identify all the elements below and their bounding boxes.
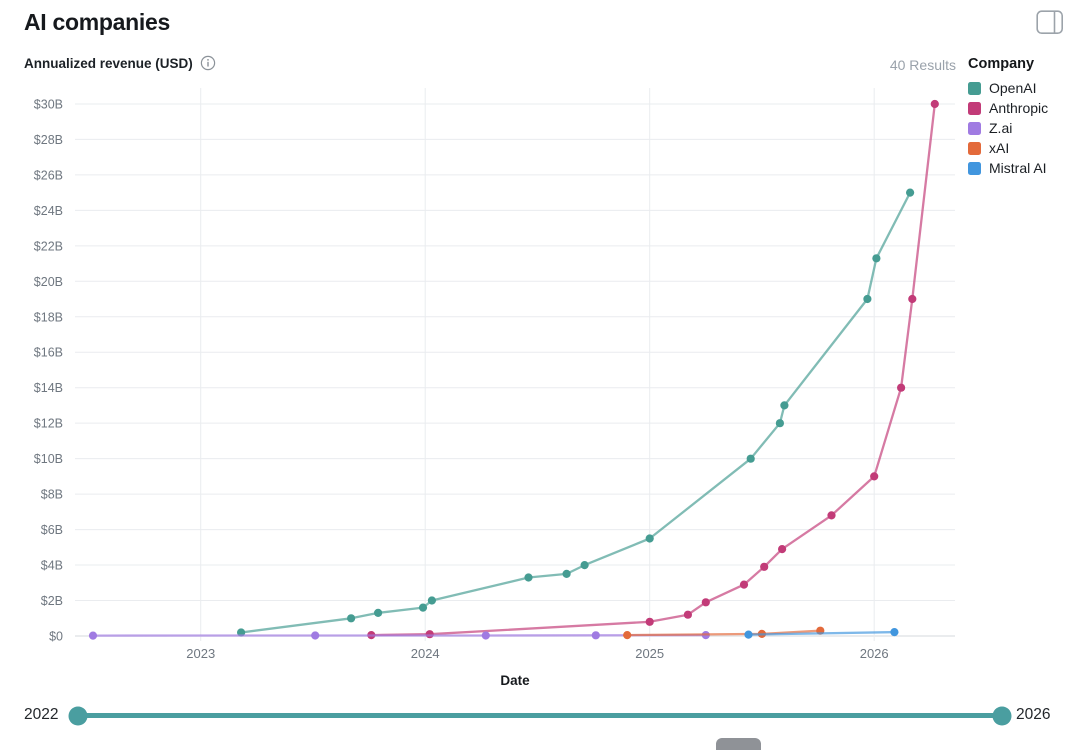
data-point-Anthropic[interactable]	[908, 294, 917, 304]
info-icon[interactable]	[200, 55, 216, 71]
data-point-OpenAI[interactable]	[524, 573, 533, 582]
data-point-Anthropic[interactable]	[778, 545, 787, 554]
legend-item-xai[interactable]: xAI	[968, 141, 1048, 155]
legend-label: xAI	[989, 140, 1010, 156]
data-point-Z.ai[interactable]	[88, 631, 98, 640]
y-tick-label: $6B	[41, 523, 63, 537]
data-point-OpenAI[interactable]	[775, 419, 785, 428]
data-point-OpenAI[interactable]	[906, 188, 915, 197]
legend-label: Anthropic	[989, 100, 1049, 116]
legend-swatch-icon	[968, 101, 981, 115]
legend-item-anthropic[interactable]: Anthropic	[968, 101, 1048, 115]
series-line-OpenAI	[239, 191, 912, 634]
slider-handle-left[interactable]	[68, 706, 88, 725]
data-point-Anthropic[interactable]	[870, 472, 879, 481]
data-point-OpenAI[interactable]	[562, 569, 571, 579]
slider-handle-right[interactable]	[992, 706, 1012, 725]
y-tick-label: $12B	[34, 417, 63, 431]
data-point-OpenAI[interactable]	[427, 596, 436, 605]
data-point-OpenAI[interactable]	[872, 254, 881, 263]
data-point-Anthropic[interactable]	[760, 562, 769, 571]
series-line-Z.ai	[91, 633, 707, 637]
y-tick-label: $22B	[34, 239, 63, 253]
x-tick-label: 2024	[411, 646, 440, 661]
data-point-Mistral AI[interactable]	[744, 630, 753, 639]
slider-max-label: 2026	[1016, 706, 1051, 723]
slider-min-label: 2022	[24, 706, 59, 723]
y-tick-label: $30B	[34, 97, 63, 111]
y-tick-label: $14B	[34, 381, 63, 395]
x-tick-label: 2025	[635, 646, 664, 661]
y-tick-label: $28B	[34, 133, 63, 147]
legend-item-z-ai[interactable]: Z.ai	[968, 121, 1048, 135]
series-line-Anthropic	[370, 102, 936, 637]
legend-swatch-icon	[968, 141, 981, 155]
legend-item-mistral-ai[interactable]: Mistral AI	[968, 161, 1048, 175]
legend-title: Company	[968, 56, 1035, 72]
data-point-Anthropic[interactable]	[645, 617, 654, 626]
legend: OpenAI Anthropic Z.ai xAI Mistral AI	[968, 81, 1048, 175]
data-point-xAI[interactable]	[623, 631, 632, 640]
data-point-OpenAI[interactable]	[418, 603, 428, 612]
data-point-OpenAI[interactable]	[374, 608, 383, 618]
date-range-slider[interactable]	[68, 706, 1012, 725]
y-tick-label: $2B	[41, 594, 63, 608]
legend-swatch-icon	[968, 161, 981, 175]
data-point-Z.ai[interactable]	[311, 631, 320, 640]
drag-handle[interactable]	[716, 738, 761, 750]
x-tick-label: 2026	[860, 646, 889, 661]
legend-swatch-icon	[968, 121, 981, 135]
data-point-Anthropic[interactable]	[897, 383, 906, 392]
data-point-OpenAI[interactable]	[347, 614, 356, 623]
y-axis-title: Annualized revenue (USD)	[24, 55, 193, 71]
panel-right-icon	[1036, 10, 1064, 35]
data-point-Anthropic[interactable]	[701, 598, 710, 607]
y-tick-label: $24B	[34, 204, 63, 218]
data-point-Mistral AI[interactable]	[890, 628, 899, 637]
data-point-Z.ai[interactable]	[481, 631, 490, 640]
data-point-OpenAI[interactable]	[580, 561, 589, 570]
results-count: 40 Results	[889, 57, 956, 73]
legend-label: Mistral AI	[989, 160, 1047, 176]
legend-label: Z.ai	[989, 120, 1013, 136]
y-tick-label: $0	[49, 630, 63, 644]
legend-label: OpenAI	[989, 80, 1037, 96]
series-line-Mistral AI	[747, 630, 896, 636]
data-point-Anthropic[interactable]	[683, 610, 693, 619]
x-axis-title: Date	[500, 673, 530, 688]
page-title: AI companies	[24, 9, 170, 35]
y-tick-label: $20B	[34, 275, 63, 289]
panel-toggle-button[interactable]	[1036, 10, 1064, 35]
x-tick-label: 2023	[186, 646, 215, 661]
data-point-Z.ai[interactable]	[591, 631, 600, 640]
data-point-Anthropic[interactable]	[930, 99, 939, 109]
data-point-OpenAI[interactable]	[863, 294, 872, 304]
y-tick-label: $16B	[34, 346, 63, 360]
y-tick-label: $4B	[41, 559, 63, 573]
data-point-Anthropic[interactable]	[827, 511, 836, 520]
data-point-OpenAI[interactable]	[780, 401, 789, 410]
data-point-OpenAI[interactable]	[746, 454, 755, 463]
y-tick-label: $18B	[34, 310, 63, 324]
y-tick-label: $26B	[34, 168, 63, 182]
y-tick-label: $10B	[34, 452, 63, 466]
y-tick-label: $8B	[41, 488, 63, 502]
data-point-Anthropic[interactable]	[425, 630, 434, 639]
legend-item-openai[interactable]: OpenAI	[968, 81, 1048, 95]
data-point-OpenAI[interactable]	[645, 534, 654, 543]
legend-swatch-icon	[968, 81, 981, 95]
data-point-Anthropic[interactable]	[739, 580, 749, 589]
